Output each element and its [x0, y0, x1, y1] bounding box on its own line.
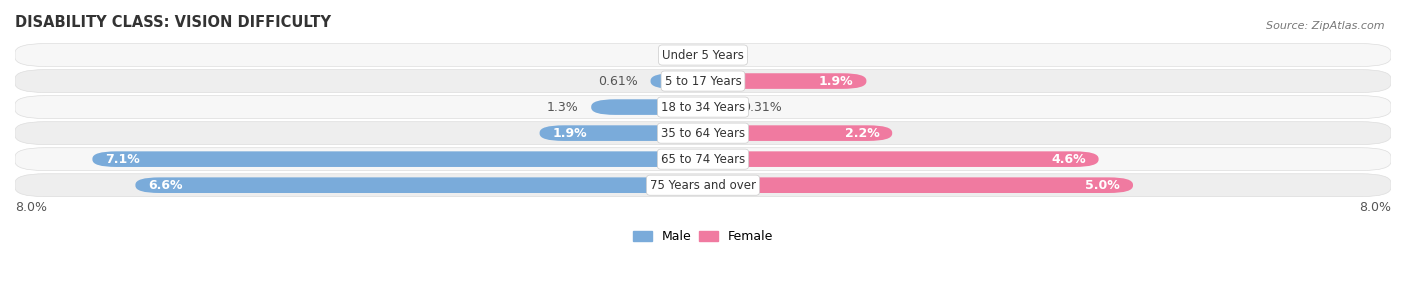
- Text: 6.6%: 6.6%: [148, 179, 183, 192]
- Text: 75 Years and over: 75 Years and over: [650, 179, 756, 192]
- FancyBboxPatch shape: [703, 73, 866, 89]
- Text: 8.0%: 8.0%: [1360, 201, 1391, 214]
- Legend: Male, Female: Male, Female: [628, 225, 778, 248]
- FancyBboxPatch shape: [15, 43, 1391, 67]
- Text: 65 to 74 Years: 65 to 74 Years: [661, 153, 745, 166]
- FancyBboxPatch shape: [135, 177, 703, 193]
- Text: 0.0%: 0.0%: [716, 49, 748, 61]
- Text: 0.0%: 0.0%: [658, 49, 690, 61]
- Text: 18 to 34 Years: 18 to 34 Years: [661, 101, 745, 114]
- FancyBboxPatch shape: [703, 99, 730, 115]
- FancyBboxPatch shape: [703, 125, 893, 141]
- Text: Source: ZipAtlas.com: Source: ZipAtlas.com: [1267, 21, 1385, 31]
- FancyBboxPatch shape: [703, 177, 1133, 193]
- Text: 1.9%: 1.9%: [553, 127, 588, 140]
- FancyBboxPatch shape: [15, 174, 1391, 197]
- Text: Under 5 Years: Under 5 Years: [662, 49, 744, 61]
- Text: 0.31%: 0.31%: [742, 101, 782, 114]
- Text: 35 to 64 Years: 35 to 64 Years: [661, 127, 745, 140]
- Text: 2.2%: 2.2%: [845, 127, 879, 140]
- Text: 1.9%: 1.9%: [818, 74, 853, 88]
- Text: DISABILITY CLASS: VISION DIFFICULTY: DISABILITY CLASS: VISION DIFFICULTY: [15, 15, 330, 30]
- FancyBboxPatch shape: [15, 96, 1391, 119]
- FancyBboxPatch shape: [93, 151, 703, 167]
- Text: 4.6%: 4.6%: [1052, 153, 1085, 166]
- Text: 7.1%: 7.1%: [105, 153, 141, 166]
- Text: 5 to 17 Years: 5 to 17 Years: [665, 74, 741, 88]
- FancyBboxPatch shape: [15, 70, 1391, 92]
- FancyBboxPatch shape: [15, 148, 1391, 171]
- Text: 1.3%: 1.3%: [547, 101, 578, 114]
- FancyBboxPatch shape: [540, 125, 703, 141]
- FancyBboxPatch shape: [591, 99, 703, 115]
- Text: 8.0%: 8.0%: [15, 201, 46, 214]
- Text: 0.61%: 0.61%: [598, 74, 638, 88]
- FancyBboxPatch shape: [651, 73, 703, 89]
- FancyBboxPatch shape: [15, 122, 1391, 145]
- FancyBboxPatch shape: [703, 151, 1098, 167]
- Text: 5.0%: 5.0%: [1085, 179, 1121, 192]
